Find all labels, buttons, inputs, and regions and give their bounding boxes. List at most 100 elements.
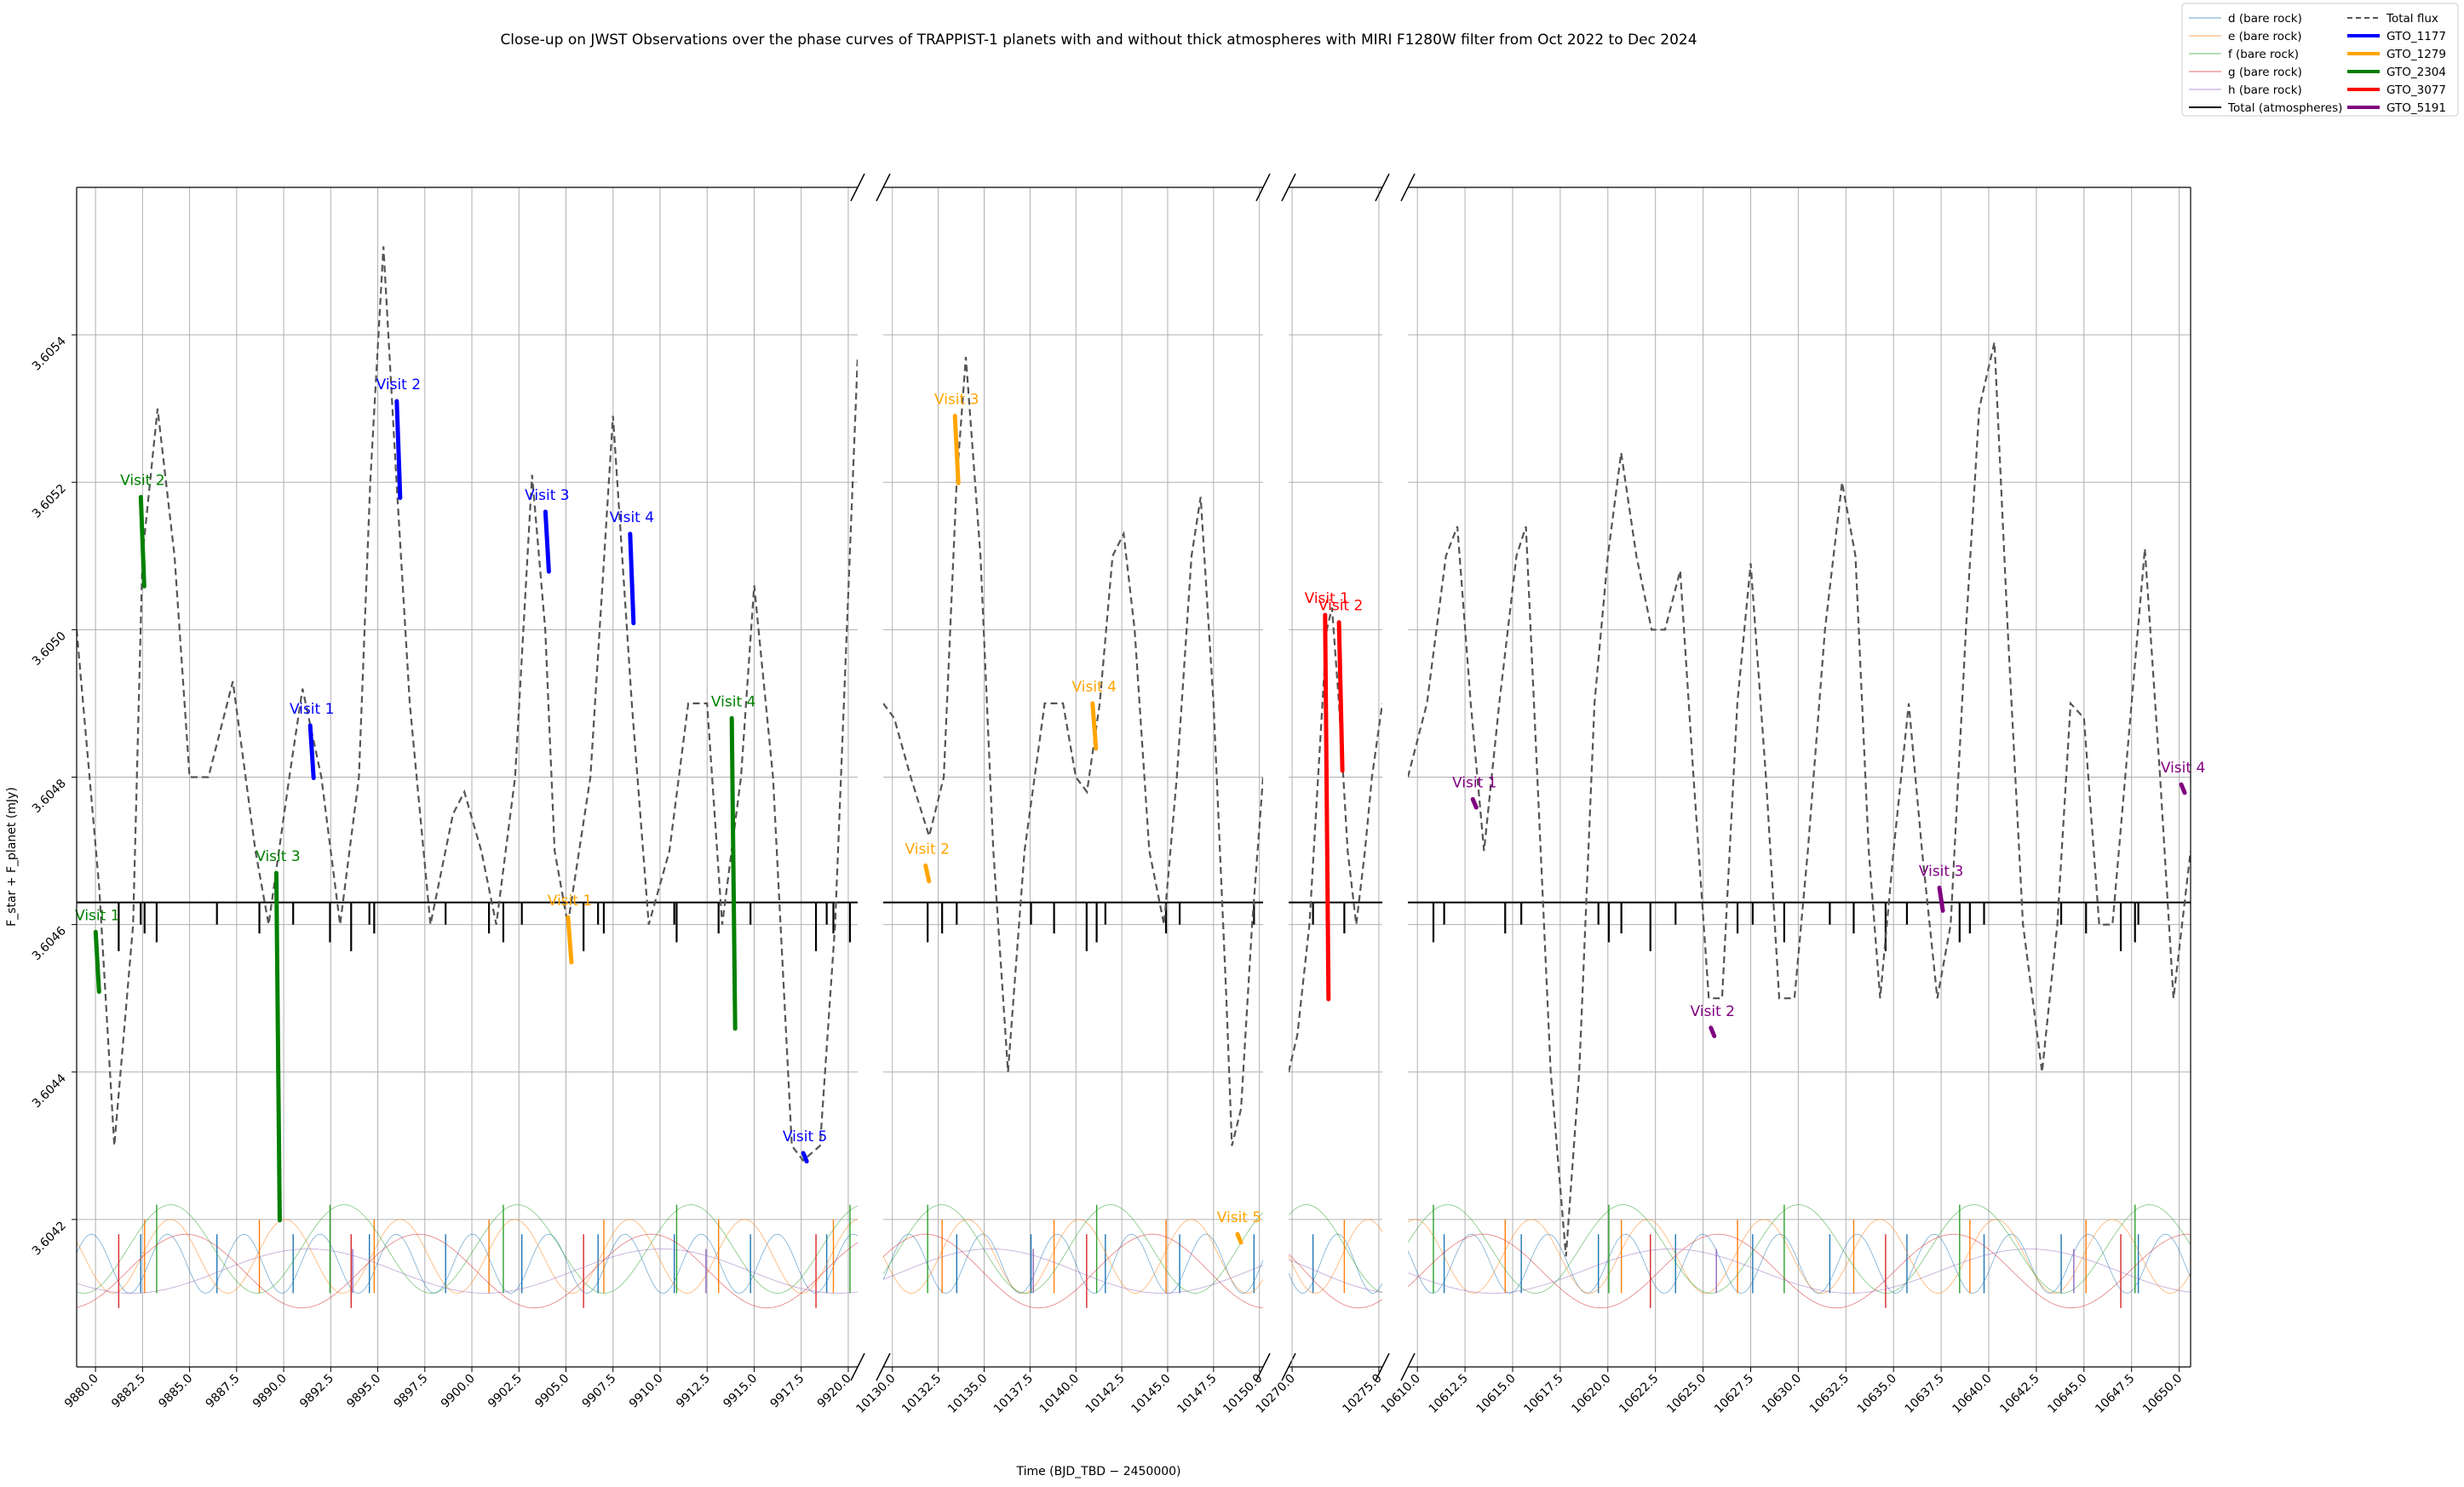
visit-label: Visit 4 (610, 509, 654, 526)
planet-curve-1 (1408, 1219, 2191, 1294)
x-tick-label: 9882.5 (109, 1372, 148, 1411)
observation-segment (273, 870, 282, 1223)
planet-curve-2 (77, 1204, 858, 1294)
visit-label: Visit 4 (1072, 679, 1117, 696)
legend-label: GTO_2304 (2386, 66, 2446, 79)
x-tick-label: 10610.0 (1379, 1372, 1423, 1416)
x-tick-label: 9907.5 (580, 1372, 619, 1411)
legend-label: g (bare rock) (2228, 66, 2302, 79)
observation-segment (801, 1151, 809, 1164)
x-tick-label: 9900.0 (439, 1372, 478, 1411)
panel-2-curves (883, 357, 1263, 1309)
visit-label: Visit 2 (1318, 598, 1363, 615)
x-tick-label: 9920.0 (815, 1372, 854, 1411)
legend-label: GTO_1279 (2386, 48, 2446, 61)
y-tick-label: 3.6042 (30, 1219, 69, 1258)
observation-segment (1937, 885, 1945, 913)
x-tick-label: 10147.5 (1175, 1372, 1219, 1416)
plot-panels: Visit 1 Visit 2 Visit 3 Visit 4 Visit 1 Visit… (62, 173, 2205, 1416)
planet-curve-4 (883, 1249, 1263, 1294)
observation-segment (1336, 620, 1345, 773)
legend-label: f (bare rock) (2228, 48, 2299, 61)
visit-label: Visit 5 (1217, 1209, 1261, 1226)
x-tick-label: 10140.0 (1037, 1372, 1082, 1416)
x-tick-label: 9895.0 (344, 1372, 383, 1411)
observation-segment (1090, 701, 1099, 751)
x-tick-label: 10142.5 (1083, 1372, 1128, 1416)
x-tick-label: 9887.5 (204, 1372, 243, 1411)
visit-label: Visit 2 (120, 473, 164, 490)
planet-curve-4 (1289, 1259, 1382, 1293)
legend-label: Total flux (2386, 12, 2438, 26)
x-tick-label: 10650.0 (2140, 1372, 2185, 1416)
y-tick-label: 3.6054 (30, 335, 69, 374)
x-tick-label: 10620.0 (1569, 1372, 1613, 1416)
x-tick-label: 10632.5 (1807, 1372, 1852, 1416)
legend-label: GTO_5191 (2386, 101, 2446, 115)
legend: d (bare rock) e (bare rock) f (bare rock) g… (2181, 3, 2459, 117)
planet-curve-0 (883, 1233, 1263, 1294)
legend-label: e (bare rock) (2228, 30, 2302, 43)
x-tick-label: 10132.5 (899, 1372, 944, 1416)
total-flux-line (1289, 607, 1382, 1073)
observation-segment (394, 399, 403, 501)
planet-curve-4 (77, 1249, 858, 1294)
panel-2: Visit 2 Visit 3 Visit 4 Visit 5 10130.0 10132… (853, 173, 1296, 1416)
visit-label: Visit 2 (1691, 1003, 1735, 1020)
y-tick-label: 3.6046 (30, 924, 69, 963)
planet-curve-0 (1408, 1233, 2191, 1294)
panel-3-curves (1289, 607, 1382, 1309)
panel-1-curves (77, 246, 858, 1309)
x-tick-label: 10145.0 (1129, 1372, 1174, 1416)
x-tick-label: 9910.0 (627, 1372, 666, 1411)
planet-curve-3 (883, 1233, 1263, 1309)
visit-label: Visit 1 (1452, 774, 1496, 791)
visit-label: Visit 4 (2161, 760, 2205, 777)
x-axis-label: Time (BJD_TBD − 2450000) (1015, 1465, 1180, 1478)
x-tick-label: 9892.5 (297, 1372, 336, 1411)
x-tick-label: 10647.5 (2093, 1372, 2137, 1416)
x-tick-label: 10612.5 (1427, 1372, 1471, 1416)
x-tick-label: 10137.5 (991, 1372, 1036, 1416)
visit-label: Visit 2 (905, 841, 949, 858)
y-tick-label: 3.6048 (30, 777, 69, 816)
x-tick-label: 9880.0 (62, 1372, 101, 1411)
chart-title: Close-up on JWST Observations over the p… (500, 32, 1697, 49)
observation-segment (93, 929, 101, 995)
y-axis: 3.6042 3.6044 3.6046 3.6048 3.6050 3.6052 3.60… (30, 335, 77, 1258)
y-tick-label: 3.6050 (30, 629, 69, 669)
x-tick-label: 10635.0 (1855, 1372, 1899, 1416)
visit-label: Visit 5 (783, 1128, 827, 1145)
x-tick-label: 10617.5 (1521, 1372, 1565, 1416)
legend-label: d (bare rock) (2228, 12, 2302, 26)
planet-curve-0 (1289, 1233, 1382, 1294)
x-tick-label: 10630.0 (1760, 1372, 1804, 1416)
visit-label: Visit 1 (75, 907, 119, 924)
visit-label: Visit 3 (256, 848, 300, 865)
x-tick-label: 10627.5 (1712, 1372, 1756, 1416)
x-tick-label: 9915.0 (721, 1372, 760, 1411)
x-tick-label: 9902.5 (485, 1372, 525, 1411)
legend-label: GTO_3077 (2386, 83, 2446, 97)
axis-break-mark (1255, 1352, 1271, 1381)
planet-curve-2 (883, 1204, 1263, 1294)
planet-curve-3 (1408, 1233, 2191, 1309)
planet-curve-3 (77, 1233, 858, 1309)
panel-4: Visit 1 Visit 2 Visit 3 Visit 4 10610.0 10612… (1379, 187, 2205, 1416)
planet-curve-1 (77, 1219, 858, 1294)
observation-segment (138, 495, 146, 588)
legend-label: GTO_1177 (2386, 30, 2446, 43)
observation-segment (1235, 1232, 1243, 1245)
visit-label: Visit 3 (525, 487, 569, 504)
x-tick-label: 9897.5 (392, 1372, 431, 1411)
visit-label: Visit 4 (711, 693, 755, 710)
planet-curve-3 (1289, 1254, 1382, 1309)
panel-1: Visit 1 Visit 2 Visit 3 Visit 4 Visit 1 Visit… (62, 173, 891, 1411)
x-tick-label: 10640.0 (1950, 1372, 1995, 1416)
x-tick-label: 9912.5 (674, 1372, 713, 1411)
x-tick-label: 10135.0 (945, 1372, 990, 1416)
x-tick-label: 9917.5 (768, 1372, 807, 1411)
observation-segment (1470, 796, 1479, 810)
x-tick-label: 9890.0 (250, 1372, 290, 1411)
